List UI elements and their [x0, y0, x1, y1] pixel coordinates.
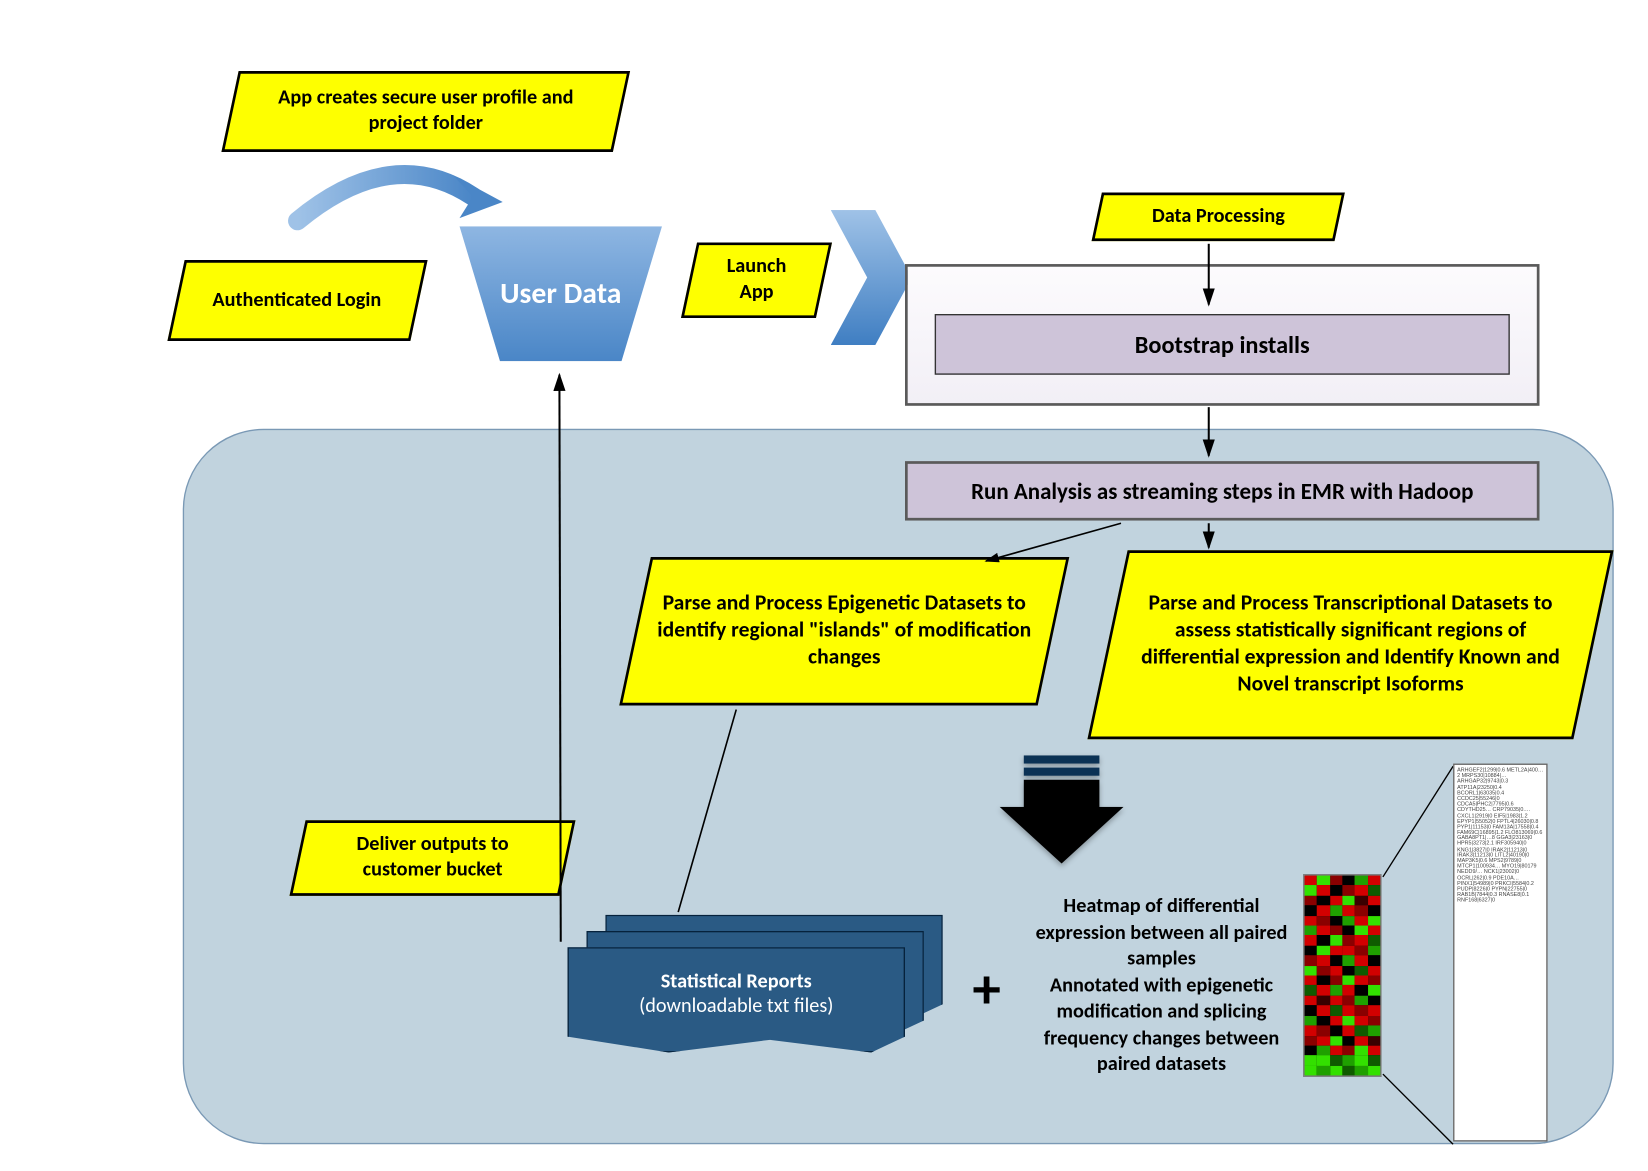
- user-data-label: User Data: [500, 276, 621, 312]
- run-analysis-box: Run Analysis as streaming steps in EMR w…: [905, 461, 1540, 520]
- callout-deliver: Deliver outputs to customer bucket: [289, 820, 575, 896]
- bootstrap-label: Bootstrap installs: [1135, 330, 1310, 360]
- callout-transcriptional: Parse and Process Transcriptional Datase…: [1087, 550, 1613, 739]
- callout-auth-login-label: Authenticated Login: [213, 288, 382, 313]
- callout-launch-app-label: Launch App: [711, 255, 803, 306]
- heatmap: [1303, 874, 1381, 1077]
- diagram-canvas: App creates secure user profile and proj…: [1, 0, 1648, 1171]
- reports-stack: Statistical Reports (downloadable txt fi…: [568, 915, 946, 1050]
- big-down-arrow-icon: [1000, 755, 1124, 863]
- callout-launch-app: Launch App: [681, 242, 832, 318]
- callout-data-processing: Data Processing: [1092, 193, 1345, 242]
- plus-icon: +: [973, 955, 1001, 1024]
- callout-profile-label: App creates secure user profile and proj…: [252, 86, 600, 137]
- user-data-funnel: User Data: [460, 226, 663, 361]
- callout-epigenetic: Parse and Process Epigenetic Datasets to…: [619, 557, 1069, 706]
- run-analysis-label: Run Analysis as streaming steps in EMR w…: [971, 477, 1473, 505]
- plus-label: +: [973, 955, 1001, 1024]
- callout-transcriptional-label: Parse and Process Transcriptional Datase…: [1129, 591, 1572, 699]
- gene-list: ARHGEF2|1299|0.6 METL2A|400…2 MRPS30|108…: [1453, 764, 1548, 1142]
- bootstrap-box: Bootstrap installs: [935, 314, 1510, 375]
- callout-profile: App creates secure user profile and proj…: [221, 71, 630, 152]
- callout-data-processing-label: Data Processing: [1152, 204, 1285, 229]
- callout-deliver-label: Deliver outputs to customer bucket: [319, 833, 546, 884]
- reports-title: Statistical Reports: [661, 970, 812, 994]
- heatmap-description: Heatmap of differential expression betwe…: [1027, 895, 1297, 1079]
- processing-box: Bootstrap installs: [905, 264, 1540, 406]
- reports-sub: (downloadable txt files): [639, 994, 833, 1018]
- callout-auth-login: Authenticated Login: [167, 260, 427, 341]
- curve-arrow-icon: [271, 156, 514, 237]
- callout-epigenetic-label: Parse and Process Epigenetic Datasets to…: [657, 591, 1032, 672]
- chevron-icon: [831, 210, 912, 345]
